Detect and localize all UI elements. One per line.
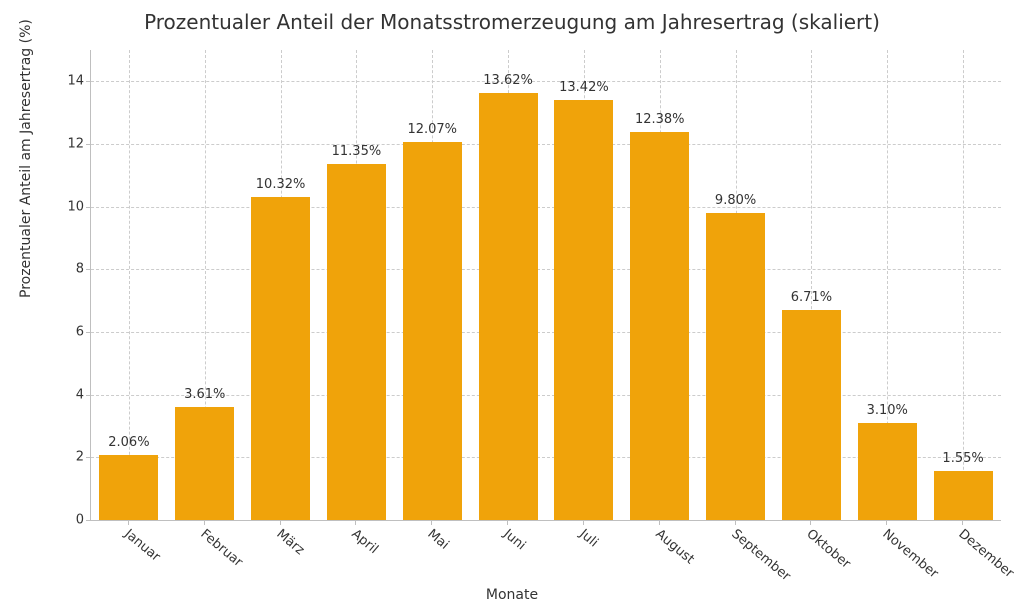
- x-tick-label: Oktober: [804, 527, 854, 572]
- x-tick-label: November: [880, 527, 941, 582]
- x-tick-label: Juni: [501, 527, 529, 554]
- grid-line-h: [91, 395, 1001, 396]
- chart-container: Prozentualer Anteil der Monatsstromerzeu…: [0, 0, 1024, 611]
- x-tick-mark: [355, 520, 356, 525]
- y-tick-label: 14: [44, 74, 84, 89]
- x-tick-mark: [507, 520, 508, 525]
- x-axis-label: Monate: [0, 587, 1024, 603]
- y-tick-label: 6: [44, 325, 84, 340]
- y-tick-mark: [86, 81, 91, 82]
- x-tick-label: Juli: [576, 527, 600, 551]
- x-tick-mark: [659, 520, 660, 525]
- bar: [403, 142, 462, 520]
- x-tick-mark: [886, 520, 887, 525]
- y-tick-mark: [86, 269, 91, 270]
- grid-line-h: [91, 269, 1001, 270]
- plot-area: 2.06% 3.61% 10.32% 11.35% 12.07% 13.62% 13.42%…: [90, 50, 1001, 521]
- bar: [630, 132, 689, 520]
- bar: [858, 423, 917, 520]
- x-tick-mark: [810, 520, 811, 525]
- x-tick-mark: [583, 520, 584, 525]
- y-ticks: 02468101214: [40, 50, 90, 520]
- x-tick-label: August: [652, 527, 696, 568]
- bar: [554, 100, 613, 520]
- bar-value-label: 12.38%: [635, 112, 685, 127]
- y-tick-label: 2: [44, 450, 84, 465]
- bar-value-label: 6.71%: [791, 290, 832, 305]
- bar-value-label: 13.42%: [559, 80, 609, 95]
- x-tick-mark: [204, 520, 205, 525]
- y-tick-label: 10: [44, 199, 84, 214]
- chart-title: Prozentualer Anteil der Monatsstromerzeu…: [0, 10, 1024, 34]
- bar: [934, 471, 993, 520]
- bar: [782, 310, 841, 520]
- x-tick-label: Mai: [425, 527, 452, 553]
- x-tick-label: März: [273, 527, 307, 559]
- bar-value-label: 11.35%: [332, 144, 382, 159]
- y-tick-mark: [86, 395, 91, 396]
- x-tick-mark: [962, 520, 963, 525]
- y-tick-label: 8: [44, 262, 84, 277]
- x-tick-label: Februar: [197, 527, 245, 571]
- x-tick-mark: [128, 520, 129, 525]
- x-tick-mark: [735, 520, 736, 525]
- bar: [251, 197, 310, 520]
- y-tick-label: 0: [44, 513, 84, 528]
- bar-value-label: 12.07%: [407, 122, 457, 137]
- grid-line-h: [91, 207, 1001, 208]
- y-tick-mark: [86, 457, 91, 458]
- bar: [175, 407, 234, 520]
- bar-value-label: 3.10%: [867, 403, 908, 418]
- grid-line-h: [91, 81, 1001, 82]
- bar-value-label: 3.61%: [184, 387, 225, 402]
- bar-value-label: 2.06%: [108, 435, 149, 450]
- x-tick-mark: [431, 520, 432, 525]
- y-tick-label: 4: [44, 387, 84, 402]
- bar: [327, 164, 386, 520]
- y-axis-label: Prozentualer Anteil am Jahresertrag (%): [18, 19, 34, 298]
- x-tick-label: April: [349, 527, 381, 558]
- bar-value-label: 9.80%: [715, 193, 756, 208]
- bar-value-label: 10.32%: [256, 177, 306, 192]
- x-tick-label: September: [728, 527, 793, 585]
- x-tick-mark: [280, 520, 281, 525]
- y-tick-mark: [86, 207, 91, 208]
- bar: [479, 93, 538, 520]
- x-tick-label: Januar: [121, 527, 163, 565]
- y-tick-mark: [86, 332, 91, 333]
- y-tick-label: 12: [44, 137, 84, 152]
- bar: [706, 213, 765, 520]
- bar-value-label: 13.62%: [483, 73, 533, 88]
- grid-line-h: [91, 144, 1001, 145]
- y-tick-mark: [86, 144, 91, 145]
- x-tick-label: Dezember: [956, 527, 1017, 582]
- bar: [99, 455, 158, 520]
- grid-line-h: [91, 332, 1001, 333]
- bar-value-label: 1.55%: [942, 451, 983, 466]
- grid-line-v: [963, 50, 964, 520]
